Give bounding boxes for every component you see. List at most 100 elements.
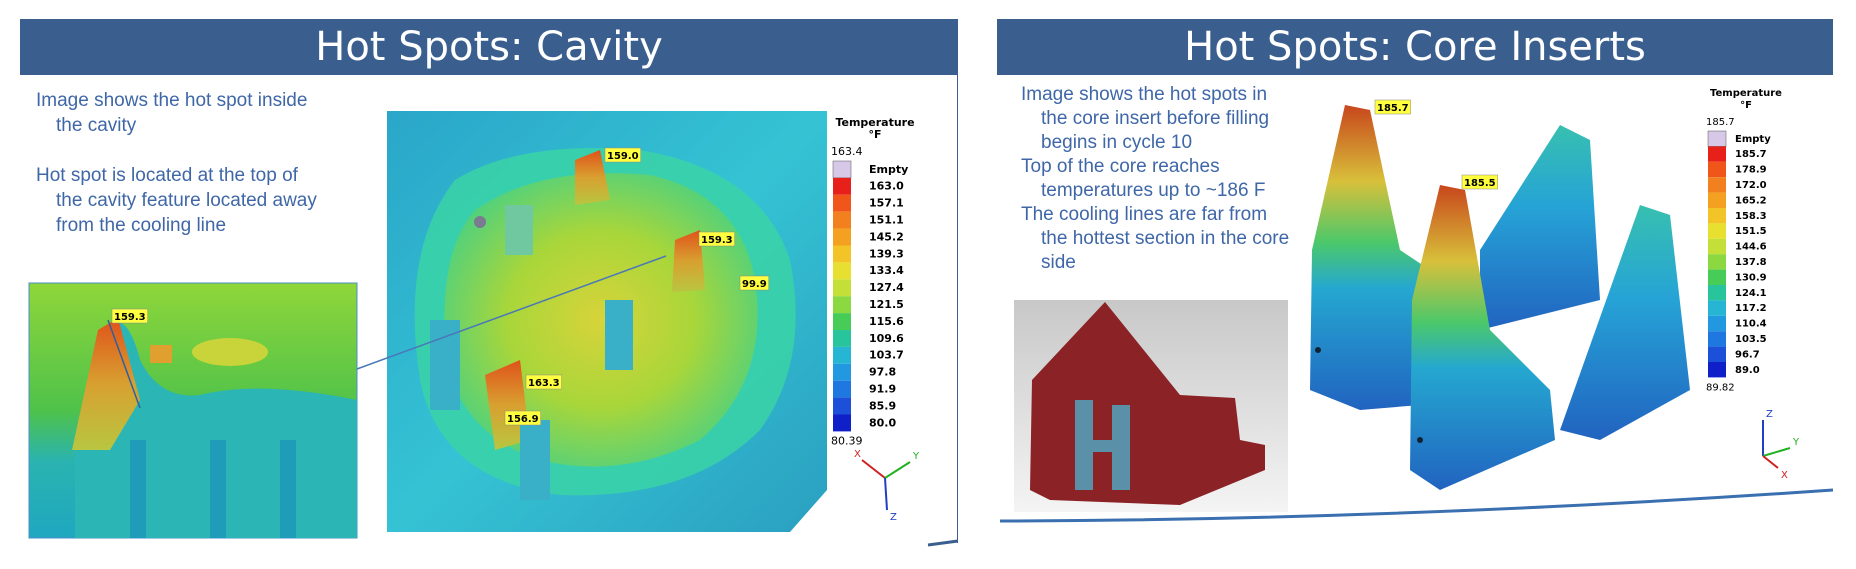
callout-label: 185.7 (1377, 103, 1409, 114)
callout-label: 159.3 (701, 235, 733, 246)
accent-curve (999, 488, 1834, 523)
legend-swatch (1708, 177, 1726, 193)
bullet: The cooling lines are far from the hottes… (1021, 203, 1289, 275)
legend-label: 115.6 (869, 315, 904, 328)
legend-min: 80.39 (831, 434, 863, 447)
legend-swatch (1708, 300, 1726, 316)
legend-label: 163.0 (869, 180, 904, 193)
legend-label: 121.5 (869, 298, 904, 311)
legend-swatch (833, 330, 851, 347)
legend-label: 158.3 (1735, 211, 1767, 222)
bullet-line: Top of the core reaches (1021, 156, 1220, 177)
legend-swatch (832, 160, 852, 179)
legend-swatch (833, 262, 851, 280)
legend-label: 165.2 (1735, 195, 1767, 206)
legend-swatch (833, 414, 851, 432)
callout-label: 185.5 (1464, 178, 1496, 189)
core-photo (1014, 300, 1288, 512)
legend-swatch (833, 313, 851, 330)
bullet-line: the cavity (56, 115, 137, 136)
callout-box (504, 410, 541, 426)
bullet-line: begins in cycle 10 (1041, 132, 1193, 153)
bullet-list: Image shows the hot spots in the core ins… (1021, 83, 1289, 275)
legend-swatch (833, 346, 851, 364)
legend-swatch (1708, 192, 1726, 208)
legend-label: 85.9 (869, 399, 896, 412)
connector (356, 255, 667, 370)
inset-render (28, 282, 358, 539)
legend-max: 185.7 (1706, 117, 1735, 128)
legend-swatch (833, 228, 851, 246)
callout-box (739, 275, 769, 291)
slide-title: Hot Spots: Cavity (20, 19, 958, 75)
callout-label: 163.3 (528, 378, 560, 389)
bullet-line: the core insert before filling (1041, 108, 1270, 129)
cavity-render (387, 111, 827, 532)
slide-title: Hot Spots: Core Inserts (997, 19, 1833, 75)
axis-label: Z (890, 512, 897, 523)
callout-box (698, 231, 735, 247)
legend-label: 133.4 (869, 264, 904, 277)
legend-swatch (1708, 346, 1726, 362)
legend-swatch (1708, 161, 1726, 178)
legend-swatch (833, 363, 851, 381)
legend-label: 178.9 (1735, 165, 1767, 176)
bullet: Top of the core reaches temperatures up t… (1021, 155, 1289, 203)
legend-max: 163.4 (831, 145, 863, 158)
legend-swatch (1707, 130, 1727, 147)
legend-label: 157.1 (869, 197, 904, 210)
legend-label: 109.6 (869, 332, 904, 345)
legend-label: 145.2 (869, 230, 904, 243)
legend-label: 124.1 (1735, 288, 1767, 299)
legend-label: 144.6 (1735, 242, 1767, 253)
legend-min: 89.82 (1706, 382, 1735, 393)
bullet-line: the cavity feature located away (56, 190, 317, 211)
legend-label: 130.9 (1735, 272, 1767, 283)
legend-label: 80.0 (869, 416, 896, 429)
bullet: Image shows the hot spots in the core ins… (1021, 83, 1289, 155)
legend-title: Temperature (1710, 88, 1782, 99)
core-render (1310, 105, 1690, 490)
legend-unit: °F (1740, 100, 1752, 111)
legend-empty: Empty (869, 163, 908, 176)
legend-swatch (1708, 254, 1726, 270)
legend-unit: °F (868, 128, 881, 141)
callout-label: 159.3 (114, 312, 146, 323)
bullet-line: the hottest section in the core (1041, 228, 1290, 249)
axis-label: Y (1792, 437, 1800, 448)
bullet-line: side (1041, 252, 1076, 273)
callout-box (111, 308, 148, 324)
legend-label: 172.0 (1735, 180, 1767, 191)
callout-label: 159.0 (607, 151, 639, 162)
legend-label: 151.1 (869, 214, 904, 227)
legend-swatch (833, 245, 851, 263)
bullet: Hot spot is located at the top of the cav… (36, 163, 317, 238)
legend-label: 110.4 (1735, 319, 1767, 330)
legend-label: 97.8 (869, 366, 896, 379)
legend-swatch (833, 380, 851, 398)
legend-swatch (1708, 362, 1726, 378)
legend-label: 103.7 (869, 349, 904, 362)
legend-label: 139.3 (869, 247, 904, 260)
legend-title: Temperature (835, 116, 914, 129)
legend-swatch (833, 296, 851, 314)
callout-box (604, 147, 641, 163)
axis-arrow (884, 477, 888, 511)
axis-arrow (1762, 447, 1791, 457)
bullet: Image shows the hot spot inside the cavit… (36, 88, 317, 138)
bullet-line: Image shows the hot spots in (1021, 84, 1268, 105)
legend-label: 151.5 (1735, 226, 1767, 237)
legend-label: 96.7 (1735, 349, 1760, 360)
legend-swatch (1708, 315, 1726, 332)
legend-swatch (1708, 223, 1726, 239)
callout-box (1374, 99, 1411, 115)
slide-frame (20, 19, 958, 543)
bullet-line: Image shows the hot spot inside (36, 90, 308, 111)
axis-label: X (854, 449, 861, 460)
accent (927, 539, 959, 547)
legend-swatch (1708, 331, 1726, 347)
axis-arrow (884, 461, 911, 479)
legend-swatch (1708, 269, 1726, 285)
